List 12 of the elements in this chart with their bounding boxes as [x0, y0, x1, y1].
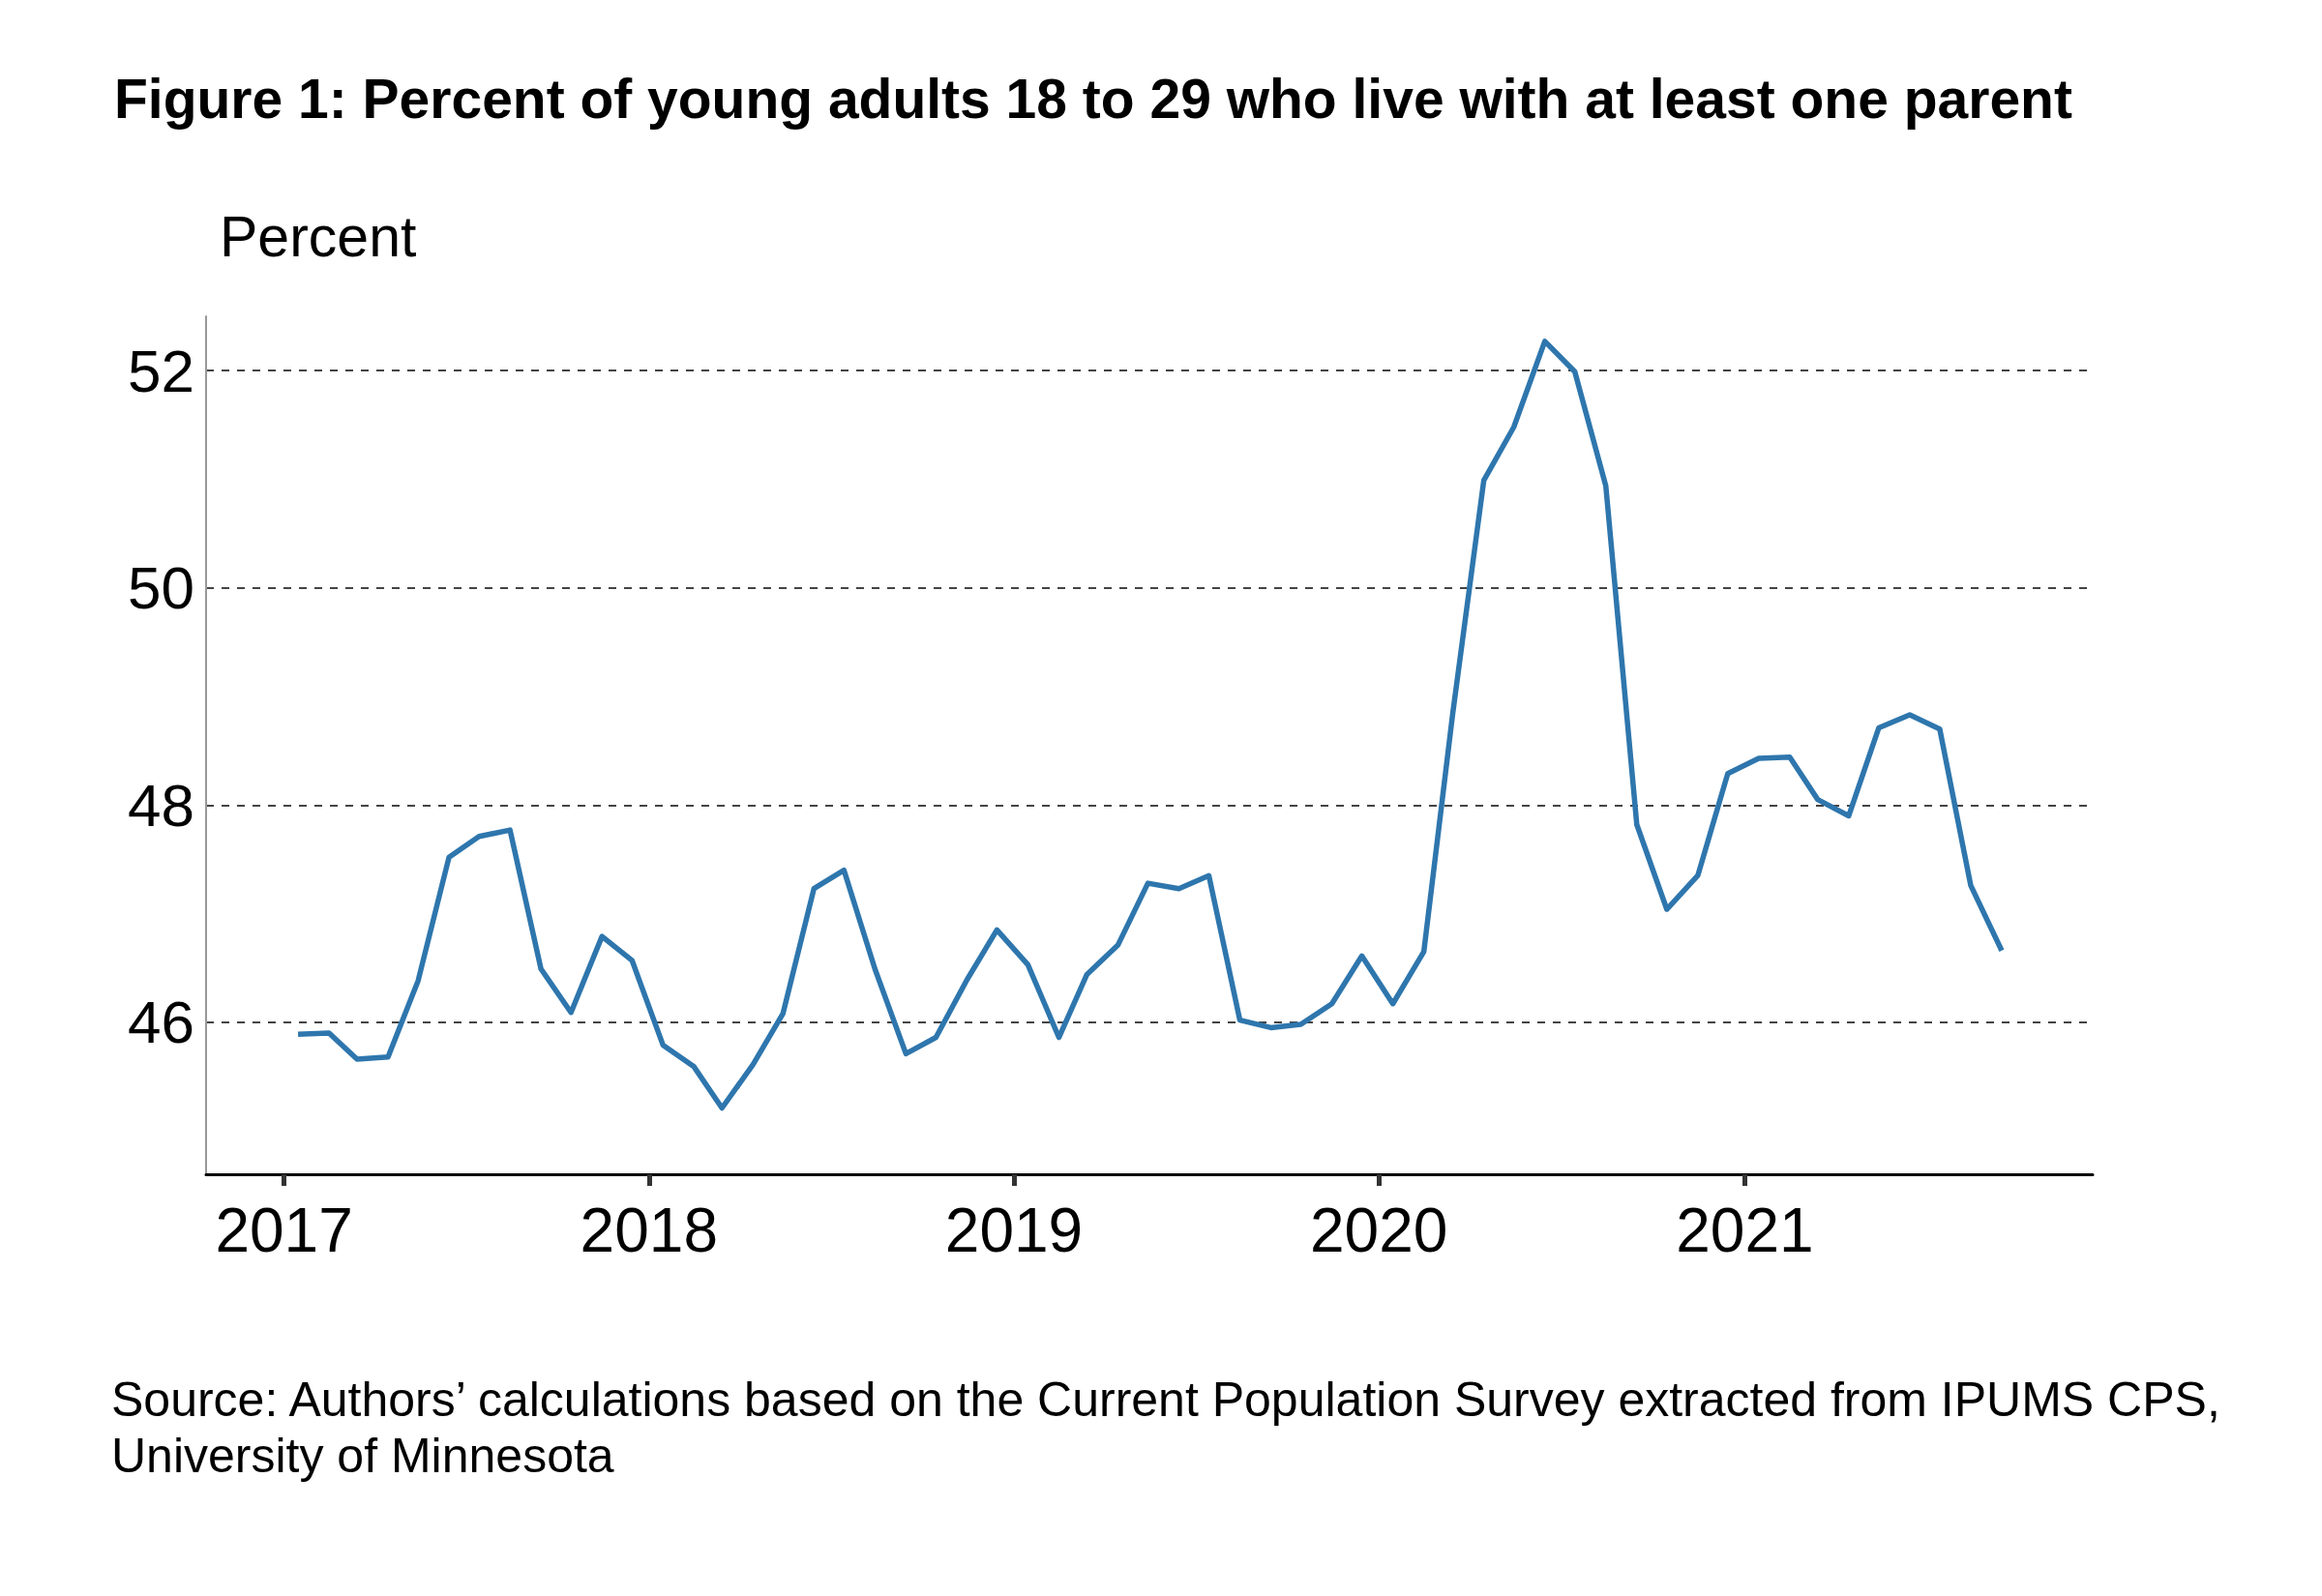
x-tick-label: 2018 — [580, 1196, 718, 1265]
y-axis-title: Percent — [220, 205, 417, 269]
chart-title: Figure 1: Percent of young adults 18 to 29 who live with at least one parent — [114, 67, 2072, 130]
x-tick-label: 2020 — [1309, 1196, 1448, 1265]
y-tick-label: 52 — [128, 337, 194, 404]
y-tick-label: 46 — [128, 989, 194, 1056]
y-tick-label: 50 — [128, 554, 194, 622]
x-tick-label: 2021 — [1676, 1196, 1814, 1265]
y-tick-label: 48 — [128, 771, 194, 839]
x-tick-label: 2017 — [215, 1196, 353, 1265]
source-note: Source: Authors’ calculations based on the Current Population Survey extracted from IPUMS CPS, University of Minnesota — [111, 1373, 2234, 1483]
x-tick-label: 2019 — [944, 1196, 1084, 1265]
